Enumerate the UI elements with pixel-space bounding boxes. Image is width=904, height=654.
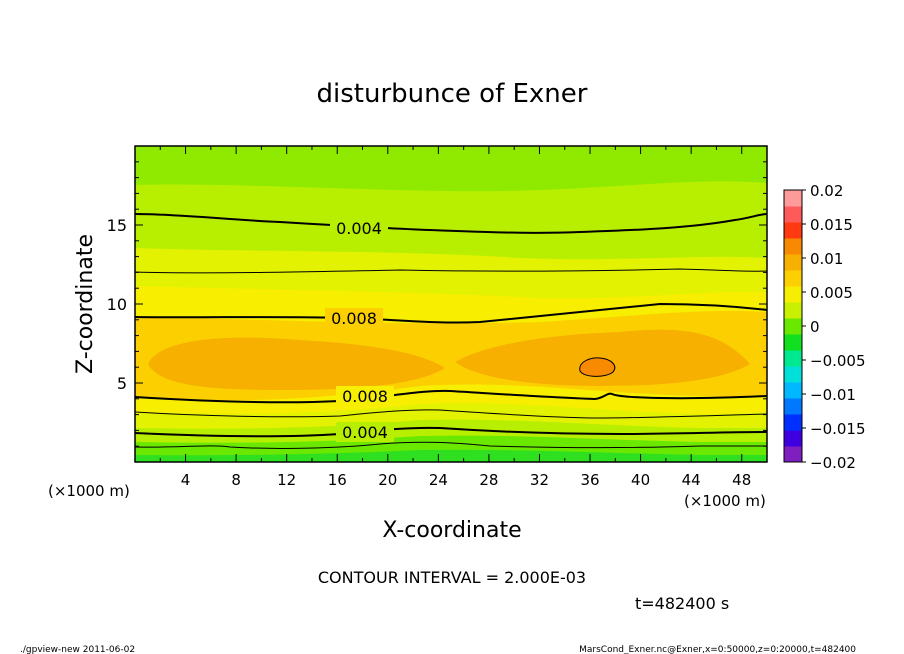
y-axis-label: Z-coordinate xyxy=(73,234,98,374)
contour-label: 0.004 xyxy=(342,423,388,442)
x-tick-label: 20 xyxy=(378,471,397,489)
x-tick-label: 12 xyxy=(277,471,296,489)
contour-label: 0.008 xyxy=(342,387,388,406)
x-unit-left: (×1000 m) xyxy=(48,482,130,500)
x-tick-label: 24 xyxy=(429,471,448,489)
x-tick-label: 36 xyxy=(580,471,599,489)
colorbar-swatch xyxy=(784,254,802,271)
contour-label-bg xyxy=(336,386,394,406)
colorbar-label: 0.02 xyxy=(810,182,843,200)
x-tick-label: 28 xyxy=(479,471,498,489)
contour-label-bg xyxy=(336,422,394,442)
x-tick-label: 48 xyxy=(732,471,751,489)
colorbar-label: −0.015 xyxy=(810,420,866,438)
y-tick-label: 15 xyxy=(107,216,127,235)
colorbar-label: 0.005 xyxy=(810,284,853,302)
x-tick-label: 40 xyxy=(631,471,650,489)
colorbar-swatch xyxy=(784,366,802,383)
contour-line xyxy=(135,441,767,449)
colorbar-label: −0.02 xyxy=(810,454,856,472)
colorbar-swatch xyxy=(784,350,802,367)
x-unit-right: (×1000 m) xyxy=(684,492,766,510)
footer-left: ./gpview-new 2011-06-02 xyxy=(20,645,135,654)
contour-label-bg xyxy=(330,218,388,238)
contour-label: 0.008 xyxy=(331,309,377,328)
colorbar: 0.02 0.015 0.01 0.005 0 −0.005 −0.01 −0.015 −0.0… xyxy=(783,182,866,472)
contour-line xyxy=(135,268,767,274)
field-cell xyxy=(579,357,616,377)
contour-labels: 0.004 0.008 0.008 0.004 xyxy=(325,218,394,442)
colorbar-swatch xyxy=(784,302,802,319)
colorbar-label: −0.01 xyxy=(810,386,856,404)
x-tick-label: 16 xyxy=(328,471,347,489)
contour-line xyxy=(135,409,767,419)
contour-lines xyxy=(135,213,767,449)
colorbar-label: 0.01 xyxy=(810,250,843,268)
contour-label: 0.004 xyxy=(336,219,382,238)
x-tick-label: 44 xyxy=(682,471,701,489)
chart-title: disturbunce of Exner xyxy=(317,79,588,109)
colorbar-swatch xyxy=(784,382,802,399)
x-axis: 4 8 12 16 20 24 28 32 36 40 44 48 xyxy=(134,146,768,489)
colorbar-swatch xyxy=(784,286,802,303)
contour-field xyxy=(135,146,767,462)
colorbar-label: 0.015 xyxy=(810,216,853,234)
y-axis: 5 10 15 xyxy=(107,161,767,447)
colorbar-swatch xyxy=(784,222,802,239)
colorbar-swatch xyxy=(784,430,802,447)
colorbar-swatch xyxy=(784,334,802,351)
colorbar-swatch xyxy=(784,206,802,223)
colorbar-swatch xyxy=(784,398,802,415)
x-tick-label: 4 xyxy=(181,471,191,489)
x-tick-label: 32 xyxy=(530,471,549,489)
y-tick-label: 5 xyxy=(117,374,127,393)
footer-right: MarsCond_Exner.nc@Exner,x=0:50000,z=0:20… xyxy=(579,645,856,654)
x-axis-label: X-coordinate xyxy=(382,518,521,543)
y-tick-label: 10 xyxy=(107,295,127,314)
colorbar-swatch xyxy=(784,270,802,287)
colorbar-swatch xyxy=(784,238,802,255)
contour-interval-text: CONTOUR INTERVAL = 2.000E-03 xyxy=(318,568,586,587)
contour-line xyxy=(135,426,767,438)
contour-line xyxy=(135,302,767,324)
colorbar-swatch xyxy=(784,446,802,463)
colorbar-swatch xyxy=(784,190,802,207)
colorbar-label: 0 xyxy=(810,318,820,336)
x-tick-label: 8 xyxy=(231,471,241,489)
colorbar-swatch xyxy=(784,318,802,335)
time-text: t=482400 s xyxy=(635,594,729,613)
contour-label-bg xyxy=(325,308,383,328)
contour-line xyxy=(135,389,767,404)
colorbar-label: −0.005 xyxy=(810,352,866,370)
colorbar-swatch xyxy=(784,414,802,431)
field-band-bottom xyxy=(135,449,767,462)
field-core-left xyxy=(148,337,445,390)
contour-line xyxy=(135,213,767,234)
